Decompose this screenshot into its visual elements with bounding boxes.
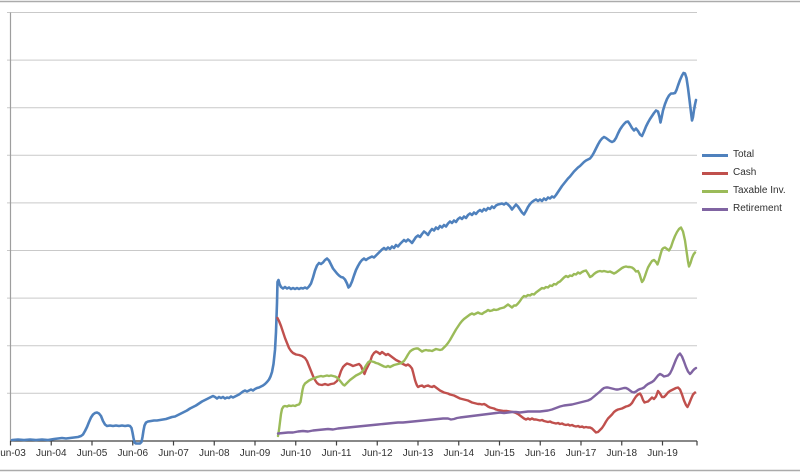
total-series-swatch-icon <box>702 153 728 157</box>
legend-label-retirement: Retirement <box>733 203 782 214</box>
series-line-cash <box>276 316 697 434</box>
x-axis-label: Jun-13 <box>402 448 434 459</box>
series-line-taxable-inv <box>276 226 697 438</box>
x-axis-label: Jun-06 <box>117 448 149 459</box>
taxable-inv-series-swatch-icon <box>702 189 728 193</box>
retirement-series-swatch-icon <box>702 207 728 211</box>
x-axis-label: Jun-09 <box>239 448 271 459</box>
x-axis-label: Jun-08 <box>198 448 230 459</box>
legend-label-taxable-inv: Taxable Inv. <box>733 185 786 196</box>
x-axis-label: Jun-07 <box>158 448 189 459</box>
legend-label-cash: Cash <box>733 167 757 178</box>
x-axis-label: Jun-19 <box>647 448 678 459</box>
x-axis-label: Jun-18 <box>606 448 638 459</box>
x-axis-label: Jun-12 <box>361 448 393 459</box>
x-axis-label: Jun-15 <box>484 448 515 459</box>
x-axis-label: Jun-05 <box>76 448 108 459</box>
legend-item-cash: Cash <box>702 166 756 180</box>
x-axis-label: Jun-11 <box>321 448 352 459</box>
legend-label-total: Total <box>733 149 755 160</box>
x-axis-label: Jun-10 <box>280 448 312 459</box>
series-line-retirement <box>276 352 698 435</box>
x-axis-label: Jun-16 <box>524 448 556 459</box>
legend-item-taxable-inv: Taxable Inv. <box>702 184 786 198</box>
x-axis-label: Jun-03 <box>0 448 26 459</box>
cash-series-swatch-icon <box>702 171 728 175</box>
legend-item-total: Total <box>702 148 754 162</box>
x-axis-label: Jun-14 <box>443 448 475 459</box>
x-axis-label: Jun-17 <box>565 448 597 459</box>
x-axis-label: Jun-04 <box>35 448 67 459</box>
series-line-total <box>10 71 698 445</box>
legend-item-retirement: Retirement <box>702 202 782 216</box>
